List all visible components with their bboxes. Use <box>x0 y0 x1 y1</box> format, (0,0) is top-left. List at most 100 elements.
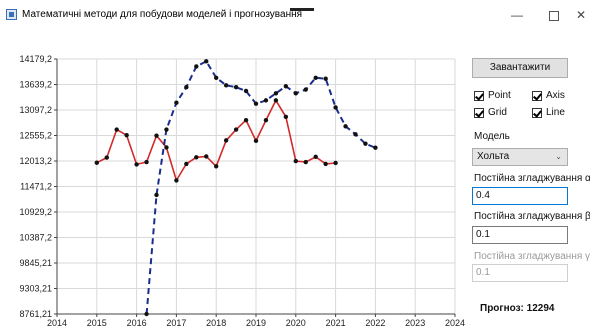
data-point <box>263 117 269 123</box>
x-tick-label: 2020 <box>286 318 306 328</box>
data-point <box>283 84 289 89</box>
x-tick-label: 2015 <box>87 318 107 328</box>
data-point <box>174 100 179 105</box>
data-point <box>313 154 318 160</box>
checkbox-checked-icon <box>474 90 484 101</box>
y-tick-label: 12013,2 <box>19 156 52 166</box>
x-tick-label: 2021 <box>326 318 346 328</box>
data-point <box>223 83 229 88</box>
data-point <box>323 76 328 81</box>
line-checkbox-label: Line <box>546 107 565 118</box>
data-point <box>174 178 179 183</box>
alpha-input[interactable]: 0.4 <box>472 187 568 205</box>
x-tick-label: 2019 <box>246 318 266 328</box>
chart-series <box>94 59 378 317</box>
chart-axes: 2014 2015 2016 2017 2018 2019 2020 2021 2022 2023… <box>19 54 465 328</box>
x-tick-label: 2018 <box>206 318 226 328</box>
checkbox-checked-icon <box>532 107 542 118</box>
x-tick-label: 2016 <box>127 318 147 328</box>
data-point <box>363 141 368 146</box>
data-point <box>243 117 249 123</box>
data-point <box>273 98 279 103</box>
data-point <box>154 133 159 138</box>
x-tick-label: 2022 <box>365 318 385 328</box>
model-label: Модель <box>474 131 510 142</box>
y-tick-label: 13639,2 <box>19 80 52 90</box>
data-point <box>164 127 169 132</box>
data-point <box>124 133 129 138</box>
grid-checkbox[interactable]: Grid <box>474 107 507 118</box>
data-point <box>184 161 189 167</box>
data-point <box>333 160 338 166</box>
data-point <box>233 127 239 132</box>
data-point <box>114 127 119 132</box>
window-title: Математичні методи для побудови моделей … <box>22 9 303 20</box>
point-checkbox-label: Point <box>488 90 511 101</box>
data-point <box>144 159 149 165</box>
axis-checkbox[interactable]: Axis <box>532 90 565 101</box>
data-point <box>204 154 209 159</box>
y-tick-label: 11471,2 <box>20 182 52 192</box>
y-tick-label: 12555,2 <box>19 131 52 141</box>
data-point <box>233 85 239 90</box>
forecast-label: Прогноз: <box>480 303 524 314</box>
x-tick-label: 2017 <box>166 318 186 328</box>
data-point <box>214 164 219 169</box>
chart: 2014 2015 2016 2017 2018 2019 2020 2021 2022 2023… <box>19 54 465 328</box>
chevron-down-icon: ⌄ <box>555 152 562 161</box>
data-point <box>194 64 199 69</box>
point-checkbox[interactable]: Point <box>474 90 511 101</box>
x-tick-label: 2014 <box>47 318 67 328</box>
model-select[interactable]: Хольта ⌄ <box>472 148 568 166</box>
line-checkbox[interactable]: Line <box>532 107 565 118</box>
title-bar-marker <box>290 8 314 11</box>
data-point <box>253 138 259 144</box>
data-point <box>104 155 109 160</box>
series-line-1 <box>145 60 376 315</box>
grid-checkbox-label: Grid <box>488 107 507 118</box>
data-point <box>164 145 169 150</box>
data-point <box>214 75 219 80</box>
data-point <box>144 311 149 317</box>
data-point <box>333 105 338 110</box>
data-point <box>223 138 229 143</box>
data-point <box>184 85 189 90</box>
gamma-input: 0.1 <box>472 264 568 282</box>
data-point <box>343 124 348 129</box>
maximize-icon <box>549 10 559 21</box>
chart-grid <box>56 58 456 315</box>
title-bar: Математичні методи для побудови моделей … <box>0 0 590 30</box>
app-icon <box>6 9 17 20</box>
data-point <box>194 155 199 160</box>
data-point <box>303 87 308 92</box>
forecast-readout: Прогноз: 12294 <box>480 303 554 314</box>
beta-label: Постійна згладжування β <box>474 211 590 222</box>
minimize-button[interactable]: — <box>511 8 523 22</box>
maximize-button[interactable] <box>540 4 568 26</box>
gamma-label: Постійна згладжування γ <box>474 251 590 262</box>
data-point <box>94 160 100 165</box>
data-point <box>313 75 318 80</box>
x-tick-label: 2023 <box>405 318 425 328</box>
data-point <box>323 161 328 167</box>
data-point <box>134 162 139 167</box>
y-tick-label: 9845,21 <box>19 258 52 268</box>
checkbox-checked-icon <box>474 107 484 118</box>
beta-input[interactable]: 0.1 <box>472 226 568 244</box>
y-tick-label: 10387,2 <box>19 233 52 243</box>
load-button[interactable]: Завантажити <box>472 58 568 78</box>
data-point <box>154 192 159 198</box>
data-point <box>243 88 249 94</box>
data-point <box>273 91 279 96</box>
y-tick-label: 9303,21 <box>19 284 52 294</box>
axis-checkbox-label: Axis <box>546 90 565 101</box>
data-point <box>204 59 209 64</box>
forecast-value: 12294 <box>526 303 555 314</box>
y-tick-label: 8761,21 <box>19 309 52 319</box>
y-tick-label: 10929,2 <box>19 207 52 217</box>
close-button[interactable]: ✕ <box>575 8 587 22</box>
x-tick-label: 2024 <box>445 318 465 328</box>
data-point <box>293 158 298 164</box>
data-point <box>283 114 289 120</box>
data-point <box>293 91 298 96</box>
